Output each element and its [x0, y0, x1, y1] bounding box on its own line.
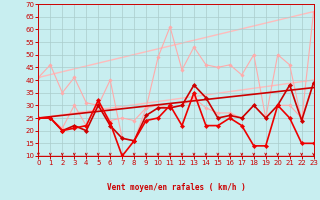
X-axis label: Vent moyen/en rafales ( km/h ): Vent moyen/en rafales ( km/h ) — [107, 183, 245, 192]
